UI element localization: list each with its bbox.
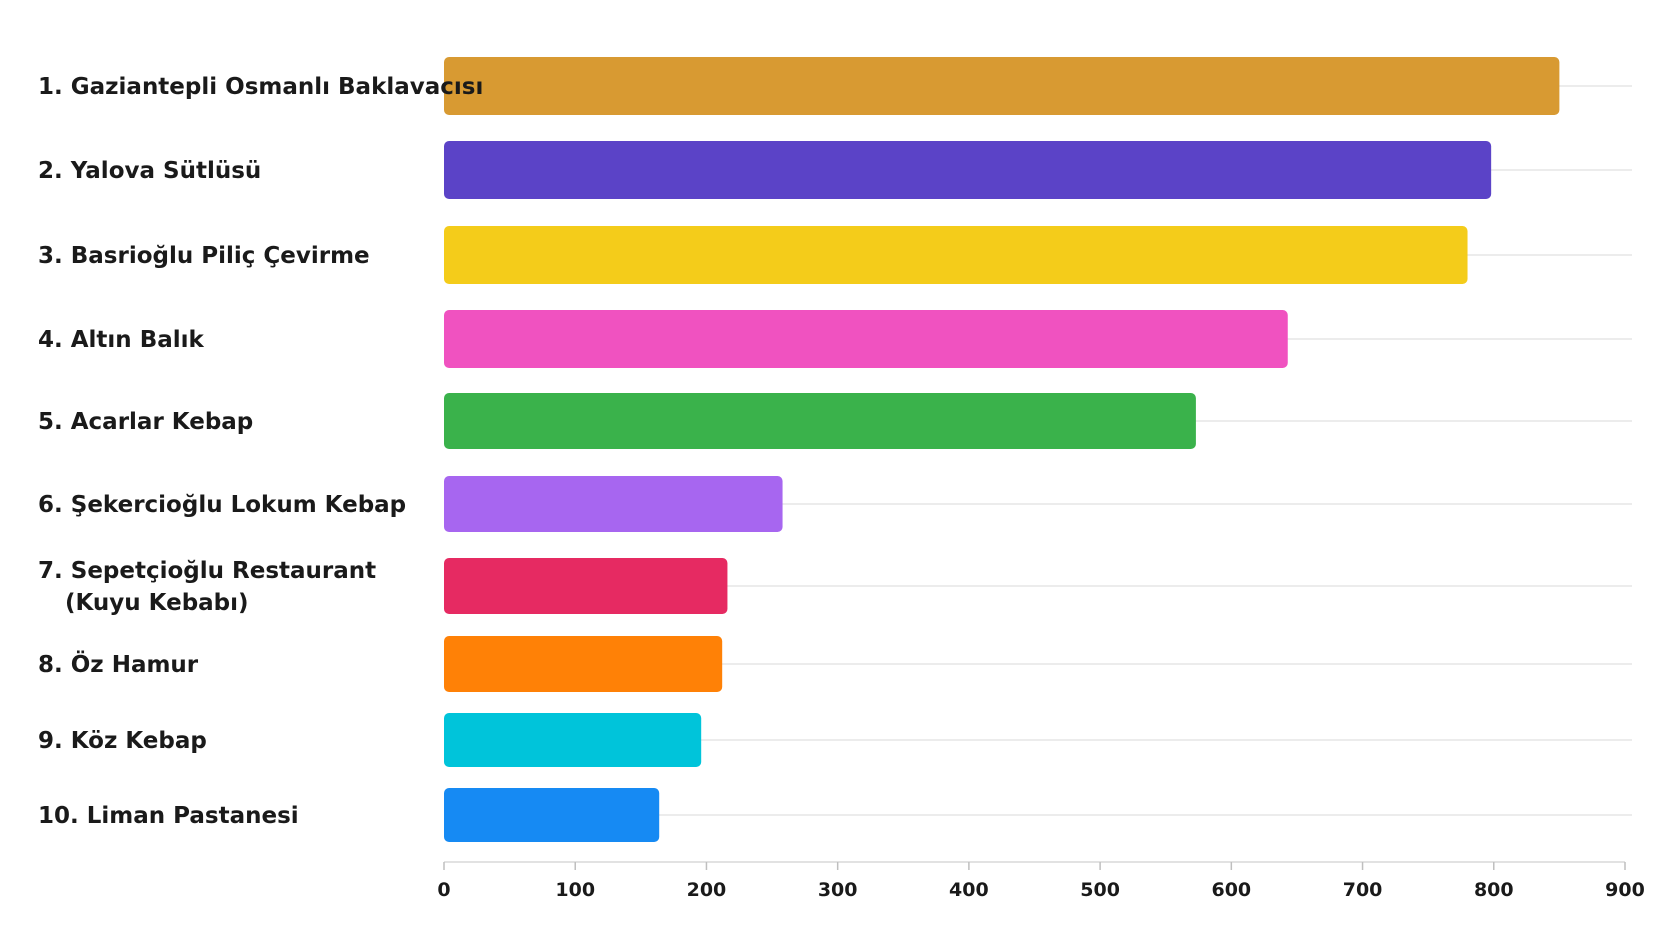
category-label-line: 7. Sepetçioğlu Restaurant: [38, 558, 376, 584]
category-label-6: 6. Şekercioğlu Lokum Kebap: [38, 492, 406, 518]
category-labels: 1. Gaziantepli Osmanlı Baklavacısı 2. Yal…: [38, 74, 483, 829]
x-tick-label-100: 100: [555, 879, 595, 901]
bar-6: [444, 476, 783, 532]
bars: [444, 57, 1560, 842]
category-label-line: (Kuyu Kebabı): [65, 590, 249, 616]
x-tick-label-800: 800: [1474, 879, 1514, 901]
category-label-line: 10. Liman Pastanesi: [38, 803, 299, 829]
category-label-10: 10. Liman Pastanesi: [38, 803, 299, 829]
category-label-line: 1. Gaziantepli Osmanlı Baklavacısı: [38, 74, 483, 100]
category-label-9: 9. Köz Kebap: [38, 728, 207, 754]
category-label-line: 8. Öz Hamur: [38, 650, 199, 678]
category-label-7: 7. Sepetçioğlu Restaurant (Kuyu Kebabı): [38, 558, 376, 616]
x-tick-label-400: 400: [949, 879, 989, 901]
bar-7: [444, 558, 728, 614]
bar-4: [444, 310, 1288, 368]
bar-9: [444, 713, 702, 767]
x-tick-label-900: 900: [1605, 879, 1645, 901]
bar-1: [444, 57, 1560, 115]
category-label-5: 5. Acarlar Kebap: [38, 409, 253, 435]
category-label-2: 2. Yalova Sütlüsü: [38, 158, 261, 184]
x-axis: 0 100 200 300 400 500 600 700 800 900: [437, 861, 1645, 901]
category-label-4: 4. Altın Balık: [38, 327, 205, 353]
bar-3: [444, 226, 1468, 284]
category-label-line: 4. Altın Balık: [38, 327, 205, 353]
category-label-line: 5. Acarlar Kebap: [38, 409, 253, 435]
x-tick-label-300: 300: [818, 879, 858, 901]
category-label-line: 6. Şekercioğlu Lokum Kebap: [38, 492, 406, 518]
x-tick-label-200: 200: [687, 879, 727, 901]
bar-2: [444, 141, 1492, 199]
x-tick-label-600: 600: [1211, 879, 1251, 901]
category-label-1: 1. Gaziantepli Osmanlı Baklavacısı: [38, 74, 483, 100]
category-label-line: 2. Yalova Sütlüsü: [38, 158, 261, 184]
bar-5: [444, 393, 1196, 449]
category-label-line: 3. Basrioğlu Piliç Çevirme: [38, 243, 370, 269]
bar-10: [444, 788, 660, 842]
category-label-line: 9. Köz Kebap: [38, 728, 207, 754]
x-tick-label-700: 700: [1343, 879, 1383, 901]
category-label-8: 8. Öz Hamur: [38, 650, 199, 678]
bar-8: [444, 636, 723, 692]
x-tick-label-0: 0: [437, 879, 450, 901]
x-tick-label-500: 500: [1080, 879, 1120, 901]
category-label-3: 3. Basrioğlu Piliç Çevirme: [38, 243, 370, 269]
